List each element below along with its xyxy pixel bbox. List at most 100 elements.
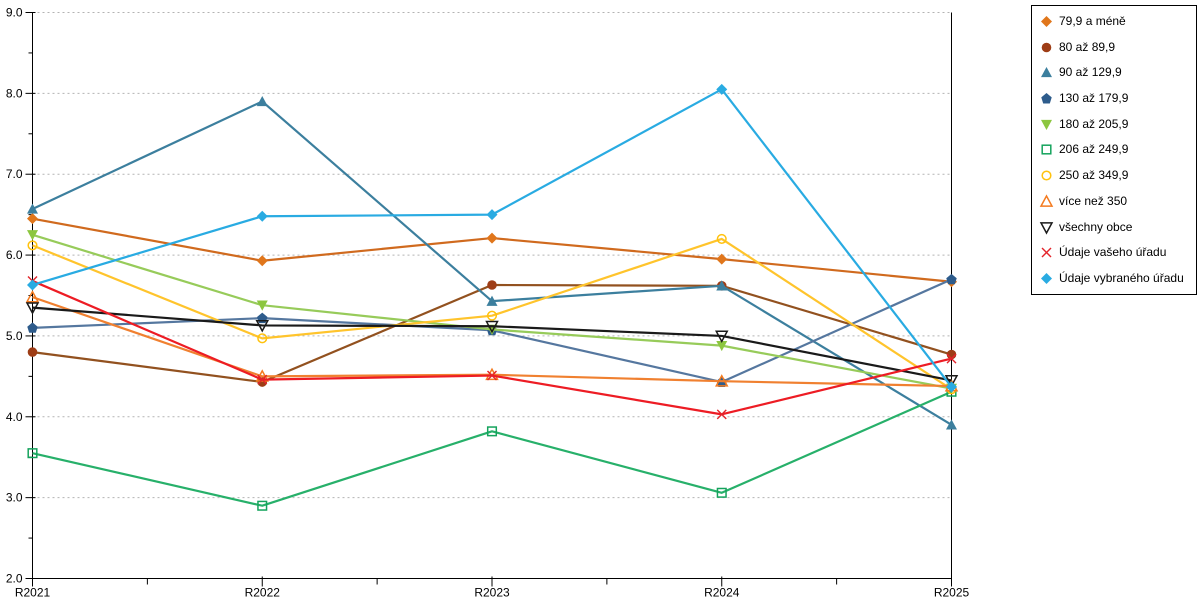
x-tick-label: R2025 — [934, 586, 970, 600]
triangle-up-marker-icon — [1041, 67, 1052, 78]
square-open-marker-icon — [1041, 144, 1052, 155]
data-point — [485, 367, 499, 381]
data-point — [257, 333, 268, 344]
y-tick-label: 9.0 — [6, 6, 23, 20]
legend-label: 250 až 349,9 — [1059, 168, 1129, 183]
series-90-a-129-9 — [27, 95, 957, 430]
data-point — [716, 487, 727, 498]
x-tick-label: R2021 — [15, 586, 51, 600]
data-point — [716, 340, 728, 352]
legend-label: všechny obce — [1059, 219, 1133, 234]
data-point — [27, 279, 38, 291]
x-marker-icon — [1041, 247, 1052, 258]
series-daje-va-eho-adu — [27, 275, 957, 420]
circle-open-marker-icon — [1041, 170, 1052, 181]
data-point — [486, 295, 498, 306]
diamond-marker-icon — [1041, 16, 1052, 27]
data-point — [27, 203, 38, 214]
legend-label: 206 až 249,9 — [1059, 142, 1129, 157]
triangle-down-open-marker-icon — [1039, 221, 1054, 235]
data-point — [25, 302, 40, 315]
x-tick-label: R2022 — [245, 586, 281, 600]
triangle-up-open-marker-icon — [1039, 194, 1054, 207]
y-tick-label: 6.0 — [6, 248, 23, 262]
data-point — [27, 240, 38, 251]
data-point — [486, 426, 498, 437]
data-point — [27, 322, 38, 333]
legend-item: 130 až 179,9 — [1039, 91, 1189, 106]
legend-label: Údaje vybraného úřadu — [1059, 270, 1184, 285]
data-point — [27, 347, 38, 357]
y-tick-label: 3.0 — [6, 491, 23, 505]
data-point — [716, 280, 728, 291]
legend-label: 180 až 205,9 — [1059, 116, 1129, 131]
legend-label: 130 až 179,9 — [1059, 91, 1129, 106]
legend-label: 80 až 89,9 — [1059, 39, 1116, 54]
data-point — [716, 233, 727, 244]
legend-item: 80 až 89,9 — [1039, 40, 1189, 55]
data-point — [257, 374, 268, 385]
legend-label: 79,9 a méně — [1059, 14, 1126, 28]
data-point — [256, 300, 268, 311]
axes: 2.0 3.0 4.0 5.0 6.0 7.0 8.0 9.0 R2021 R2022 R2023 R… — [6, 6, 970, 600]
data-point — [487, 280, 497, 290]
data-point — [944, 374, 959, 388]
data-point — [486, 310, 498, 321]
x-tick-label: R2023 — [474, 586, 510, 600]
data-point — [256, 210, 268, 222]
series-line — [32, 237, 953, 391]
legend-label: Údaje vašeho úřadu — [1059, 245, 1167, 260]
data-point — [486, 232, 498, 244]
legend-item: všechny obce — [1039, 220, 1189, 235]
series-daje-vybran-ho-adu — [27, 83, 957, 393]
legend-item: 79,9 a méně — [1039, 14, 1189, 29]
y-tick-label: 7.0 — [6, 167, 23, 181]
legend-item: více než 350 — [1039, 194, 1189, 209]
series-206-a-249-9 — [27, 386, 957, 511]
data-point — [714, 330, 729, 344]
y-tick-label: 4.0 — [6, 410, 23, 424]
legend-item: Údaje vybraného úřadu — [1039, 271, 1189, 286]
data-point — [257, 500, 268, 511]
legend-label: 90 až 129,9 — [1059, 65, 1122, 80]
legend-item: Údaje vašeho úřadu — [1039, 245, 1189, 260]
series-v-echny-obce — [25, 302, 959, 388]
data-point — [946, 353, 957, 364]
series-line — [32, 390, 952, 507]
data-point — [486, 209, 498, 221]
legend-item: 90 až 129,9 — [1039, 65, 1189, 80]
data-point — [487, 370, 497, 381]
series-line — [32, 306, 952, 382]
data-point — [485, 320, 499, 334]
series-line — [32, 217, 952, 283]
data-point — [256, 95, 268, 107]
legend-item: 206 až 249,9 — [1039, 142, 1189, 157]
data-point — [27, 448, 38, 459]
data-point — [25, 290, 40, 303]
data-point — [257, 312, 268, 324]
data-point — [946, 273, 957, 285]
data-point — [716, 83, 728, 95]
y-tick-label: 5.0 — [6, 329, 23, 343]
legend-item: 180 až 205,9 — [1039, 117, 1189, 132]
pentagon-marker-icon — [1041, 93, 1052, 104]
data-point — [946, 419, 957, 430]
triangle-down-marker-icon — [1041, 119, 1052, 130]
y-tick-label: 8.0 — [6, 86, 23, 100]
data-point — [714, 374, 729, 387]
data-point — [946, 381, 957, 393]
legend-label: více než 350 — [1059, 193, 1128, 208]
data-point — [716, 409, 727, 420]
circle-marker-icon — [1041, 42, 1052, 52]
y-tick-label: 2.0 — [6, 572, 23, 586]
x-tick-label: R2024 — [704, 586, 740, 600]
legend-item: 250 až 349,9 — [1039, 168, 1189, 183]
data-point — [27, 213, 38, 225]
data-point — [716, 253, 728, 265]
plot-area: 2.0 3.0 4.0 5.0 6.0 7.0 8.0 9.0 R2021 R2022 R2023 R… — [6, 6, 970, 600]
diamond-marker-icon — [1041, 272, 1052, 284]
data-point — [255, 319, 270, 333]
data-point — [27, 230, 38, 241]
data-point — [256, 255, 268, 267]
